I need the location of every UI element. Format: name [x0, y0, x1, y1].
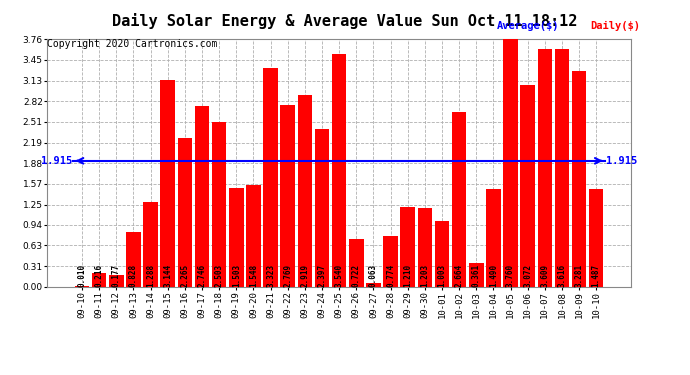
Bar	[469, 263, 484, 287]
Bar	[520, 85, 535, 287]
Bar	[92, 273, 106, 287]
Text: 1.288: 1.288	[146, 263, 155, 286]
Bar	[195, 106, 209, 287]
Bar	[589, 189, 604, 287]
Bar	[297, 95, 312, 287]
Bar	[366, 283, 381, 287]
Text: 2.769: 2.769	[283, 263, 293, 286]
Text: 1.203: 1.203	[420, 263, 429, 286]
Bar	[538, 50, 552, 287]
Text: 2.919: 2.919	[300, 263, 309, 286]
Bar	[280, 105, 295, 287]
Text: 3.760: 3.760	[506, 263, 515, 286]
Bar	[417, 208, 432, 287]
Bar	[264, 68, 278, 287]
Bar	[177, 138, 193, 287]
Text: 3.609: 3.609	[540, 263, 549, 286]
Text: 3.281: 3.281	[575, 263, 584, 286]
Text: 0.216: 0.216	[95, 263, 103, 286]
Text: 2.503: 2.503	[215, 263, 224, 286]
Bar	[486, 189, 501, 287]
Bar	[144, 202, 158, 287]
Bar	[332, 54, 346, 287]
Bar	[315, 129, 329, 287]
Text: 1.915: 1.915	[41, 156, 72, 166]
Text: 3.616: 3.616	[558, 263, 566, 286]
Bar	[161, 80, 175, 287]
Text: Daily Solar Energy & Average Value Sun Oct 11 18:12: Daily Solar Energy & Average Value Sun O…	[112, 13, 578, 29]
Text: Daily($): Daily($)	[590, 21, 640, 31]
Text: 1.915: 1.915	[607, 156, 638, 166]
Bar	[435, 221, 449, 287]
Text: 2.397: 2.397	[317, 263, 326, 286]
Text: 1.003: 1.003	[437, 263, 446, 286]
Bar	[555, 49, 569, 287]
Text: 2.746: 2.746	[197, 263, 206, 286]
Bar	[212, 122, 226, 287]
Text: 2.664: 2.664	[455, 263, 464, 286]
Bar	[383, 236, 398, 287]
Text: 0.774: 0.774	[386, 263, 395, 286]
Text: 1.487: 1.487	[592, 263, 601, 286]
Text: 3.323: 3.323	[266, 263, 275, 286]
Text: 3.072: 3.072	[523, 263, 532, 286]
Bar	[126, 232, 141, 287]
Text: 0.063: 0.063	[369, 263, 378, 286]
Text: 0.828: 0.828	[129, 263, 138, 286]
Text: 0.010: 0.010	[77, 263, 86, 286]
Bar	[246, 185, 261, 287]
Text: 1.548: 1.548	[249, 263, 258, 286]
Bar	[400, 207, 415, 287]
Text: 2.265: 2.265	[180, 263, 189, 286]
Bar	[109, 275, 124, 287]
Text: 3.144: 3.144	[164, 263, 172, 286]
Text: 0.177: 0.177	[112, 263, 121, 286]
Bar	[229, 188, 244, 287]
Text: Average($): Average($)	[497, 21, 560, 31]
Bar	[75, 286, 89, 287]
Text: 0.361: 0.361	[472, 263, 481, 286]
Text: Copyright 2020 Cartronics.com: Copyright 2020 Cartronics.com	[47, 39, 217, 50]
Text: 1.210: 1.210	[403, 263, 412, 286]
Bar	[452, 111, 466, 287]
Text: 1.490: 1.490	[489, 263, 498, 286]
Bar	[349, 239, 364, 287]
Bar	[503, 39, 518, 287]
Text: 1.503: 1.503	[232, 263, 241, 286]
Text: 3.540: 3.540	[335, 263, 344, 286]
Text: 0.722: 0.722	[352, 263, 361, 286]
Bar	[572, 71, 586, 287]
